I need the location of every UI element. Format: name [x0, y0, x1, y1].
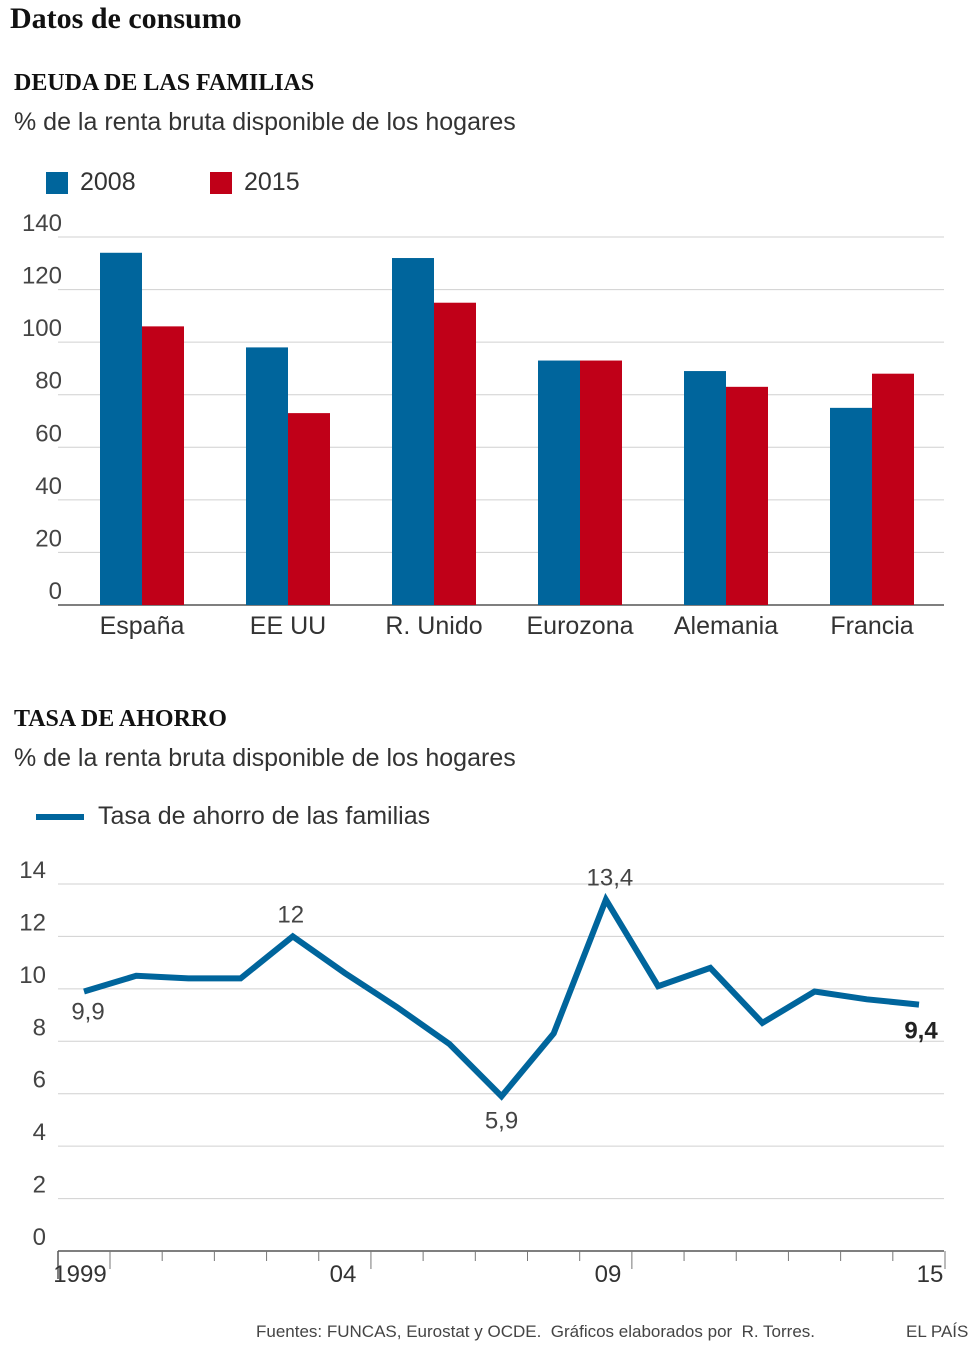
legend-label-2015: 2015	[244, 168, 300, 196]
legend-swatch-2008	[46, 171, 68, 194]
line-y-tick-label: 4	[33, 1119, 46, 1146]
legend-line-swatch	[36, 813, 84, 820]
bar-x-tick-label: Eurozona	[526, 612, 633, 640]
line-data-label: 9,9	[71, 998, 104, 1025]
savings-line-chart: 0 2 4 6 8 10 12 14 1999 04 09 15 9,9 12 5,9 13,4 9,4	[19, 857, 946, 1288]
line-y-tick-label: 0	[33, 1224, 46, 1251]
legend-label-2008: 2008	[80, 168, 136, 196]
bar-2015-2	[434, 302, 476, 605]
line-x-tick-label: 09	[595, 1261, 622, 1288]
line-x-tick-label: 15	[917, 1261, 944, 1288]
bar-2008-1	[246, 347, 288, 605]
bar-2015-3	[580, 360, 622, 605]
bar-2015-4	[726, 386, 768, 605]
bar-x-tick-label: Alemania	[674, 612, 778, 640]
page-title: Datos de consumo	[10, 2, 242, 35]
debt-bar-chart: 0 20 40 60 80 100 120 140 España EE UU R. Unido Eu…	[22, 210, 944, 640]
line-y-tick-label: 10	[19, 962, 46, 989]
bar-y-tick-label: 0	[49, 578, 62, 605]
footer-brand: EL PAÍS	[906, 1322, 969, 1341]
bar-y-tick-label: 120	[22, 263, 62, 290]
bar-y-tick-label: 140	[22, 210, 62, 237]
line-data-label: 5,9	[485, 1107, 518, 1134]
line-y-tick-label: 8	[33, 1014, 46, 1041]
line-y-tick-label: 12	[19, 909, 46, 936]
bar-y-tick-label: 80	[35, 368, 62, 395]
bar-x-tick-label: R. Unido	[385, 612, 482, 640]
bar-2008-0	[100, 252, 142, 605]
line-y-tick-label: 2	[33, 1172, 46, 1199]
line-data-label: 12	[277, 901, 304, 928]
line-y-tick-label: 6	[33, 1067, 46, 1094]
savings-rate-line	[83, 892, 920, 1101]
bar-2015-1	[288, 413, 330, 605]
bar-2015-5	[872, 373, 914, 605]
legend-swatch-2015	[210, 171, 232, 194]
bar-2015-0	[142, 326, 184, 605]
chart2-subtitle: % de la renta bruta disponible de los ho…	[14, 744, 516, 772]
bar-2008-2	[392, 258, 434, 605]
bar-2008-5	[830, 407, 872, 605]
bar-2008-3	[538, 360, 580, 605]
legend-item-2015: 2015	[210, 168, 300, 197]
legend-item-2008: 2008	[46, 168, 136, 197]
legend-label-savings: Tasa de ahorro de las familias	[98, 802, 431, 830]
bar-x-tick-label: EE UU	[250, 612, 326, 640]
footer-sources: Fuentes: FUNCAS, Eurostat y OCDE. Gráfic…	[256, 1322, 815, 1341]
bar-y-tick-label: 40	[35, 473, 62, 500]
chart1-title: DEUDA DE LAS FAMILIAS	[14, 70, 315, 96]
bar-y-tick-label: 60	[35, 420, 62, 447]
line-y-tick-label: 14	[19, 857, 46, 884]
chart2-title: TASA DE AHORRO	[14, 706, 227, 732]
line-data-label: 13,4	[587, 865, 634, 892]
chart1-subtitle: % de la renta bruta disponible de los ho…	[14, 108, 516, 136]
bar-x-tick-label: Francia	[830, 612, 913, 640]
legend-item-savings: Tasa de ahorro de las familias	[36, 802, 430, 831]
bar-2008-4	[684, 371, 726, 605]
line-x-tick-label: 04	[330, 1261, 357, 1288]
line-x-tick-label: 1999	[53, 1261, 106, 1288]
bar-y-tick-label: 20	[35, 525, 62, 552]
bar-x-tick-label: España	[100, 612, 185, 640]
line-data-label: 9,4	[904, 1018, 938, 1045]
bar-y-tick-label: 100	[22, 315, 62, 342]
